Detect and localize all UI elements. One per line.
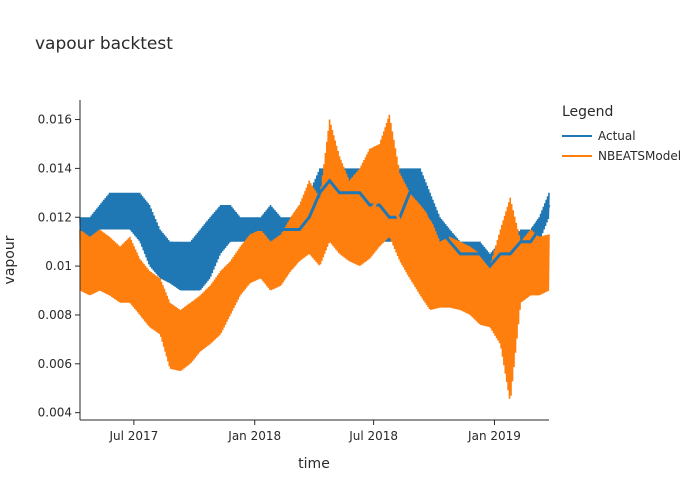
y-tick-label: 0.016	[38, 113, 72, 127]
y-tick-label: 0.014	[38, 161, 72, 175]
y-tick-label: 0.004	[38, 406, 72, 420]
legend-label-actual: Actual	[598, 129, 636, 143]
legend-title: Legend	[562, 104, 614, 120]
y-tick-label: 0.006	[38, 357, 72, 371]
y-tick-label: 0.008	[38, 308, 72, 322]
series-bands	[79, 114, 550, 399]
x-tick-label: Jul 2018	[348, 429, 398, 443]
legend-item-nbeatsmodel[interactable]: NBEATSModel	[562, 146, 681, 166]
legend: Legend Actual NBEATSModel	[562, 104, 681, 166]
x-tick-label: Jan 2019	[467, 429, 521, 443]
series-band-nbeatsmodel	[79, 114, 550, 399]
x-axis-ticks: Jul 2017 Jan 2018 Jul 2018 Jan 2019	[108, 420, 521, 443]
legend-swatch-nbeatsmodel	[562, 155, 592, 157]
x-axis-label: time	[298, 456, 330, 472]
y-tick-label: 0.012	[38, 210, 72, 224]
series-lines	[79, 178, 551, 346]
y-axis-label: vapour	[2, 235, 18, 284]
legend-swatch-actual	[562, 135, 592, 137]
x-tick-label: Jan 2018	[227, 429, 281, 443]
x-tick-label: Jul 2017	[108, 429, 158, 443]
chart-title: vapour backtest	[35, 34, 173, 54]
y-axis-ticks: 0.004 0.006 0.008 0.01 0.012 0.014 0.016	[38, 113, 80, 420]
series-line-nbeatsmodel	[79, 190, 550, 346]
legend-label-nbeatsmodel: NBEATSModel	[598, 149, 682, 163]
legend-item-actual[interactable]: Actual	[562, 126, 681, 146]
y-tick-label: 0.01	[45, 259, 72, 273]
series-line-actual	[80, 178, 551, 269]
